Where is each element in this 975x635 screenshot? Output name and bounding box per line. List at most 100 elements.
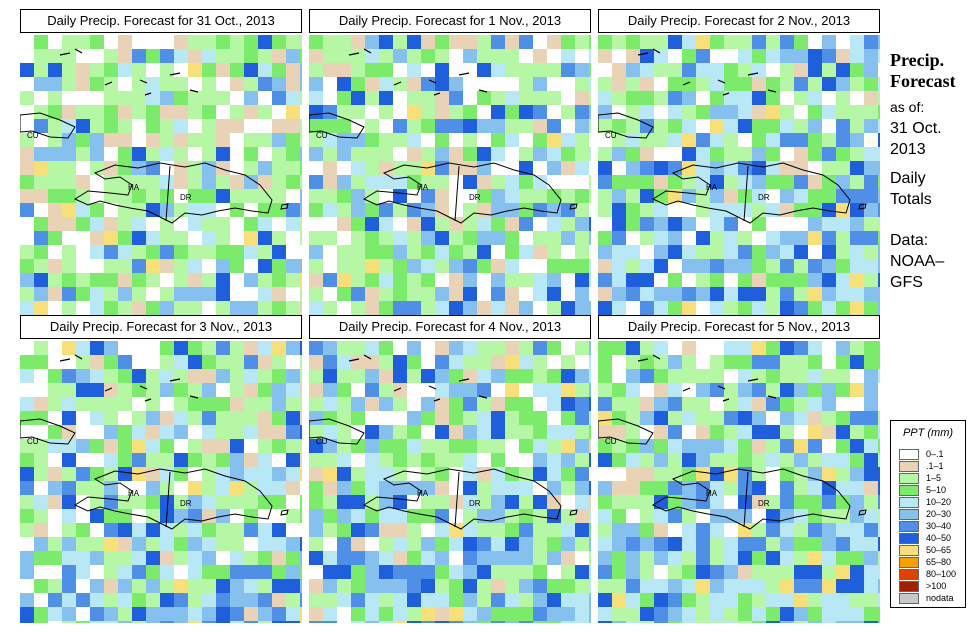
precip-cell — [188, 453, 202, 467]
precip-cell — [258, 495, 272, 509]
precip-cell — [626, 161, 640, 175]
precip-cell — [323, 189, 337, 203]
precip-cell — [850, 189, 864, 203]
precip-cell — [477, 369, 491, 383]
precip-cell — [752, 217, 766, 231]
precip-cell — [878, 245, 880, 259]
precip-cell — [640, 287, 654, 301]
precip-cell — [878, 341, 880, 355]
precip-cell — [449, 273, 463, 287]
precip-cell — [808, 369, 822, 383]
precip-cell — [547, 411, 561, 425]
precip-cell — [216, 231, 230, 245]
precip-cell — [379, 259, 393, 273]
precip-cell — [822, 565, 836, 579]
precip-cell — [393, 133, 407, 147]
totals-line-2: Totals — [890, 191, 932, 208]
precip-cell — [351, 49, 365, 63]
precip-cell — [561, 35, 575, 49]
precip-cell — [188, 91, 202, 105]
precip-cell — [174, 425, 188, 439]
precip-cell — [626, 63, 640, 77]
precip-cell — [258, 537, 272, 551]
precip-cell — [34, 425, 48, 439]
precip-cell — [864, 231, 878, 245]
precip-cell — [654, 273, 668, 287]
precip-cell — [654, 439, 668, 453]
precip-cell — [724, 509, 738, 523]
precip-cell — [258, 105, 272, 119]
precip-cell — [337, 217, 351, 231]
precip-cell — [612, 621, 626, 623]
precip-cell — [202, 133, 216, 147]
precip-cell — [808, 523, 822, 537]
precip-cell — [724, 77, 738, 91]
precip-cell — [379, 105, 393, 119]
precip-cell — [533, 231, 547, 245]
precip-cell — [300, 341, 302, 355]
precip-cell — [421, 411, 435, 425]
precip-cell — [300, 273, 302, 287]
precip-cell — [640, 245, 654, 259]
precip-cell — [48, 495, 62, 509]
precip-cell — [864, 537, 878, 551]
precip-cell — [34, 133, 48, 147]
precip-cell — [850, 231, 864, 245]
precip-cell — [230, 217, 244, 231]
precip-cell — [62, 495, 76, 509]
precip-cell — [300, 35, 302, 49]
legend-swatch — [899, 449, 919, 460]
precip-cell — [626, 259, 640, 273]
precip-cell — [696, 453, 710, 467]
precip-cell — [626, 439, 640, 453]
precip-cell — [612, 467, 626, 481]
precip-cell — [435, 77, 449, 91]
precip-cell — [160, 341, 174, 355]
precip-cell — [435, 439, 449, 453]
precip-cell — [612, 439, 626, 453]
precip-cell — [407, 397, 421, 411]
precip-cell — [519, 565, 533, 579]
precip-cell — [174, 467, 188, 481]
precip-cell — [878, 231, 880, 245]
precip-cell — [309, 439, 323, 453]
precip-cell — [752, 425, 766, 439]
precip-cell — [491, 467, 505, 481]
precip-cell — [640, 579, 654, 593]
precip-cell — [174, 481, 188, 495]
precip-cell — [202, 523, 216, 537]
precip-cell — [160, 537, 174, 551]
precip-cell — [393, 565, 407, 579]
precip-cell — [62, 537, 76, 551]
precip-cell — [48, 551, 62, 565]
precip-cell — [34, 509, 48, 523]
precip-cell — [533, 621, 547, 623]
precip-cell — [76, 341, 90, 355]
precip-cell — [34, 189, 48, 203]
precip-cell — [598, 217, 612, 231]
precip-cell — [477, 133, 491, 147]
precip-cell — [323, 425, 337, 439]
precip-cell — [766, 481, 780, 495]
precip-cell — [351, 467, 365, 481]
precip-cell — [724, 273, 738, 287]
precip-cell — [230, 341, 244, 355]
precip-cell — [668, 411, 682, 425]
precip-cell — [589, 411, 591, 425]
precip-cell — [491, 593, 505, 607]
precip-cell — [104, 189, 118, 203]
precip-cell — [850, 175, 864, 189]
precip-cell — [286, 341, 300, 355]
precip-cell — [626, 77, 640, 91]
precip-cell — [598, 259, 612, 273]
precip-cell — [90, 565, 104, 579]
precip-cell — [822, 537, 836, 551]
precip-cell — [272, 175, 286, 189]
precip-cell — [20, 383, 34, 397]
precip-cell — [337, 481, 351, 495]
precip-cell — [808, 537, 822, 551]
precip-cell — [34, 301, 48, 315]
precip-cell — [491, 259, 505, 273]
precip-cell — [626, 119, 640, 133]
precip-cell — [351, 495, 365, 509]
